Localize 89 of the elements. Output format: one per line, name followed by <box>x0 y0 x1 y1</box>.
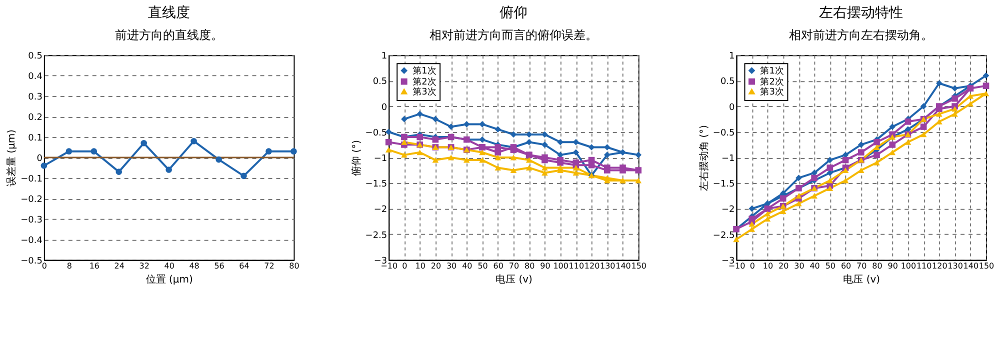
y-tick-label: 0 <box>36 154 43 164</box>
x-tick-label: 0 <box>750 261 755 270</box>
y-tick-label: −2 <box>374 205 388 216</box>
x-tick-label: 110 <box>916 261 932 270</box>
chart-title: 俯仰 <box>499 5 528 22</box>
legend-label: 第3次 <box>412 86 436 98</box>
legend-label: 第2次 <box>760 76 784 88</box>
x-tick-label: 64 <box>239 261 250 270</box>
y-tick-label: 0.1 <box>28 134 42 144</box>
x-tick-label: 110 <box>568 261 584 270</box>
x-tick-label: 24 <box>114 261 124 270</box>
y-tick-label: 0.5 <box>28 52 42 62</box>
y-tick-label: 1 <box>381 52 388 62</box>
x-tick-label: 120 <box>584 261 600 270</box>
x-tick-label: 60 <box>493 261 504 270</box>
x-tick-label: 80 <box>289 261 300 270</box>
x-tick-label: 50 <box>825 261 836 270</box>
x-tick-label: 30 <box>446 261 457 270</box>
x-tick-label: 80 <box>524 261 535 270</box>
y-tick-label: −0.3 <box>20 215 42 226</box>
y-tick-label: −2 <box>722 205 735 216</box>
x-tick-label: 10 <box>762 261 774 270</box>
x-tick-label: 20 <box>430 261 442 270</box>
y-tick-label: −1 <box>722 154 735 164</box>
x-tick-label: 72 <box>264 261 274 270</box>
y-tick-label: 1 <box>729 52 735 62</box>
y-tick-label: 0.2 <box>28 113 42 124</box>
y-tick-label: −0.5 <box>712 128 735 138</box>
x-tick-label: 50 <box>478 261 488 270</box>
legend-label: 第1次 <box>760 66 784 77</box>
x-axis-title: 位置 (μm) <box>146 273 193 286</box>
x-tick-label: 130 <box>948 261 963 270</box>
y-tick-label: −1.5 <box>365 180 388 190</box>
y-tick-label: −0.2 <box>20 194 42 205</box>
x-tick-label: −10 <box>380 261 398 270</box>
legend-label: 第1次 <box>412 66 436 77</box>
x-tick-label: −10 <box>728 261 746 270</box>
y-tick-label: 0.4 <box>28 72 43 82</box>
legend-label: 第3次 <box>760 86 784 98</box>
x-tick-label: 90 <box>540 261 550 270</box>
x-tick-label: 40 <box>810 261 820 270</box>
x-tick-label: 80 <box>872 261 882 270</box>
y-tick-label: 0.5 <box>720 77 735 88</box>
y-tick-label: −0.4 <box>20 236 43 246</box>
x-tick-label: 10 <box>415 261 426 270</box>
x-tick-label: 60 <box>840 261 852 270</box>
x-tick-label: 8 <box>66 261 72 270</box>
y-axis-title: 俯仰 (°) <box>350 140 362 176</box>
y-tick-label: −2.5 <box>365 230 388 241</box>
y-tick-label: 0 <box>381 102 388 113</box>
y-axis-title: 左右摆动角 (°) <box>698 124 710 191</box>
x-tick-label: 70 <box>856 261 867 270</box>
x-tick-label: 150 <box>631 261 646 270</box>
y-tick-label: −0.5 <box>20 256 42 266</box>
x-tick-label: 140 <box>616 261 631 270</box>
x-tick-label: 130 <box>600 261 616 270</box>
x-tick-label: 48 <box>189 261 200 270</box>
x-tick-label: 16 <box>89 261 100 270</box>
chart-title: 直线度 <box>148 5 190 22</box>
y-tick-label: 0.5 <box>372 77 388 88</box>
x-tick-label: 40 <box>462 261 472 270</box>
x-tick-label: 100 <box>553 261 568 270</box>
x-tick-label: 20 <box>778 261 789 270</box>
y-tick-label: −0.1 <box>20 174 42 184</box>
x-tick-label: 32 <box>139 261 150 270</box>
x-axis-title: 电压 (v) <box>843 273 880 286</box>
x-tick-label: 150 <box>978 261 994 270</box>
x-tick-label: 70 <box>508 261 520 270</box>
x-axis-title: 电压 (v) <box>496 273 533 286</box>
x-tick-label: 140 <box>963 261 979 270</box>
chart-subtitle: 相对前进方向而言的俯仰误差。 <box>429 28 598 42</box>
x-tick-label: 56 <box>214 261 224 270</box>
y-tick-label: −1 <box>374 154 388 164</box>
x-tick-label: 0 <box>402 261 408 270</box>
chart-title: 左右摆动特性 <box>819 5 904 22</box>
y-tick-label: −0.5 <box>365 128 388 138</box>
x-tick-label: 40 <box>164 261 174 270</box>
legend-label: 第2次 <box>412 76 436 88</box>
x-tick-label: 30 <box>794 261 804 270</box>
y-tick-label: −1.5 <box>712 180 735 190</box>
y-axis-title: 误差量 (μm) <box>6 129 18 187</box>
chart-subtitle: 相对前进方向左右摆动角。 <box>789 28 934 42</box>
y-tick-label: 0 <box>729 102 736 113</box>
x-tick-label: 90 <box>888 261 898 270</box>
y-tick-label: −2.5 <box>712 230 735 241</box>
y-tick-label: 0.3 <box>28 92 42 103</box>
x-tick-label: 120 <box>932 261 948 270</box>
chart-subtitle: 前进方向的直线度。 <box>114 28 223 42</box>
x-tick-label: 100 <box>900 261 916 270</box>
